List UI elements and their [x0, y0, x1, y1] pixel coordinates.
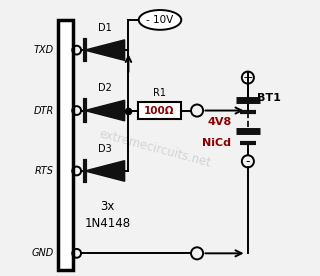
Text: extremecircuits.net: extremecircuits.net	[97, 128, 212, 170]
Text: 100Ω: 100Ω	[144, 105, 175, 116]
Text: RTS: RTS	[35, 166, 53, 176]
Text: NiCd: NiCd	[202, 139, 231, 148]
Text: D1: D1	[98, 23, 112, 33]
Text: BT1: BT1	[258, 93, 281, 103]
Text: TXD: TXD	[34, 45, 53, 55]
Text: DTR: DTR	[33, 105, 53, 116]
Bar	[138, 102, 180, 120]
Ellipse shape	[139, 10, 181, 30]
Text: GND: GND	[31, 248, 53, 258]
Text: 4V8: 4V8	[207, 116, 231, 126]
Text: -: -	[246, 155, 250, 168]
Polygon shape	[85, 161, 124, 181]
Bar	[58, 20, 73, 270]
Text: +: +	[243, 71, 253, 84]
Polygon shape	[85, 100, 124, 121]
Text: - 10V: - 10V	[146, 15, 174, 25]
Text: R1: R1	[153, 88, 166, 98]
Text: 3x
1N4148: 3x 1N4148	[85, 200, 131, 230]
Text: D2: D2	[98, 83, 112, 93]
Text: D3: D3	[98, 144, 112, 154]
Polygon shape	[85, 40, 124, 60]
